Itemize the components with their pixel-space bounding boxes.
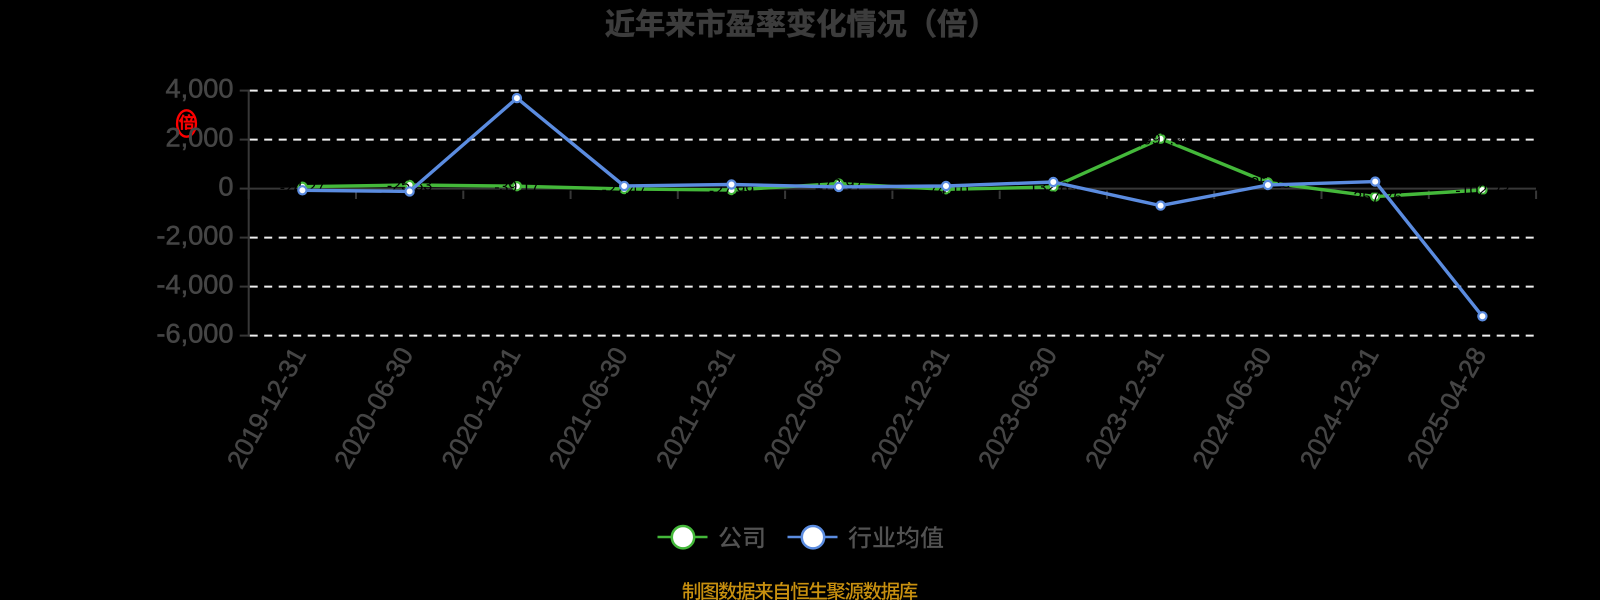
svg-text:-4,000: -4,000 — [156, 268, 233, 299]
svg-text:-39.17: -39.17 — [494, 179, 539, 196]
svg-text:-102.23: -102.23 — [1455, 183, 1509, 200]
svg-text:0: 0 — [218, 170, 233, 201]
svg-text:-27.99: -27.99 — [709, 183, 754, 200]
svg-text:4,000: 4,000 — [165, 72, 233, 103]
svg-text:-357.76: -357.76 — [1348, 189, 1402, 206]
svg-text:2,000: 2,000 — [165, 121, 233, 152]
svg-text:-6,000: -6,000 — [156, 317, 233, 348]
svg-text:-2,000: -2,000 — [156, 219, 233, 250]
svg-text:1,997.98: 1,997.98 — [1129, 131, 1191, 148]
